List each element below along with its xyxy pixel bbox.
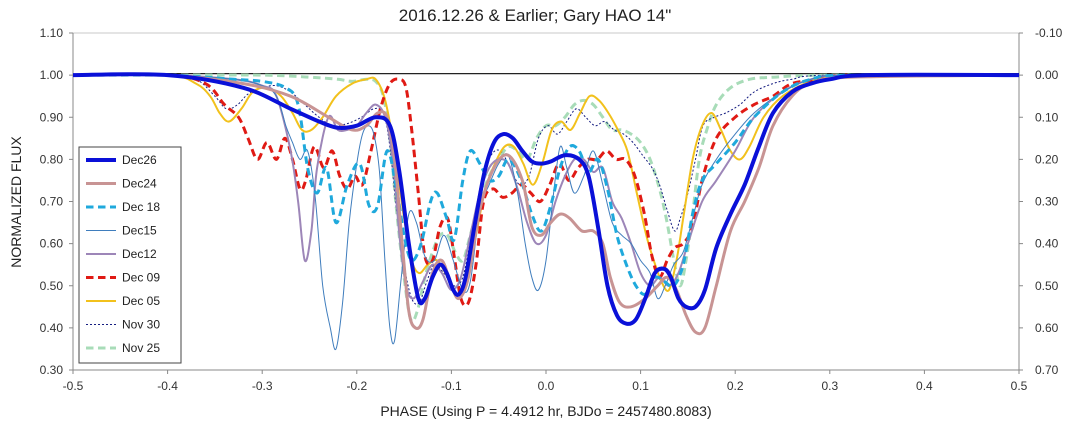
x-tick-label: 0.4: [916, 379, 933, 393]
legend-label-dec-05: Dec 05: [122, 294, 160, 308]
chart-title: 2016.12.26 & Earlier; Gary HAO 14": [399, 6, 672, 25]
series-line-dec-05: [72, 73, 1020, 296]
y2-axis-ticks: 0.70 0.60 0.50 0.40 0.30 0.20 0.10 0.00 -0.10: [1019, 26, 1063, 377]
x-axis-title: PHASE (Using P = 4.4912 hr, BJDo = 24574…: [380, 403, 711, 419]
legend-label-nov-30: Nov 30: [122, 318, 160, 332]
x-tick-label: 0.3: [821, 379, 838, 393]
y2-tick-label: 0.00: [1035, 68, 1059, 82]
legend-label-dec12: Dec12: [122, 247, 157, 261]
legend-label-dec26: Dec26: [122, 153, 157, 167]
series-line-dec-09: [72, 72, 1020, 308]
y2-tick-label: 0.50: [1035, 279, 1059, 293]
y-tick-label: 0.50: [40, 279, 64, 293]
x-tick-label: -0.4: [157, 379, 178, 393]
y2-tick-label: 0.60: [1035, 321, 1059, 335]
series-line-dec26: [72, 72, 1020, 326]
x-tick-label: 0.2: [727, 379, 744, 393]
series-line-dec24: [72, 72, 1020, 336]
y2-tick-label: 0.70: [1035, 363, 1059, 377]
x-tick-label: -0.3: [252, 379, 273, 393]
series-group: [72, 72, 1020, 351]
y-tick-label: 0.80: [40, 152, 64, 166]
y-axis-ticks: 0.30 0.40 0.50 0.60 0.70 0.80 0.90 1.00 1.10: [40, 26, 73, 377]
legend-label-dec-09: Dec 09: [122, 271, 160, 285]
y2-tick-label: 0.40: [1035, 237, 1059, 251]
y-tick-label: 0.70: [40, 195, 64, 209]
x-tick-label: -0.5: [63, 379, 84, 393]
y2-tick-label: -0.10: [1035, 26, 1063, 40]
chart-legend: Dec26 Dec24 Dec 18 Dec15 Dec12 Dec 09 Dec 05 No…: [78, 146, 182, 364]
x-tick-label: -0.1: [441, 379, 462, 393]
series-line-dec12: [72, 73, 1020, 300]
y-tick-label: 0.30: [40, 363, 64, 377]
x-axis-ticks: -0.5 -0.4 -0.3 -0.2 -0.1 0.0 0.1 0.2 0.3 0.4 0.5: [63, 370, 1028, 393]
legend-label-dec-18: Dec 18: [122, 200, 160, 214]
legend-label-nov-25: Nov 25: [122, 341, 160, 355]
series-line-dec-18: [72, 73, 1020, 296]
x-tick-label: -0.2: [346, 379, 367, 393]
x-tick-label: 0.5: [1011, 379, 1028, 393]
y2-tick-label: 0.10: [1035, 110, 1059, 124]
y-tick-label: 1.00: [40, 68, 64, 82]
x-tick-label: 0.1: [632, 379, 649, 393]
x-tick-label: 0.0: [538, 379, 555, 393]
y-axis-title: NORMALIZED FLUX: [8, 136, 24, 268]
y2-tick-label: 0.30: [1035, 195, 1059, 209]
y-tick-label: 0.60: [40, 237, 64, 251]
legend-label-dec24: Dec24: [122, 177, 157, 191]
legend-label-dec15: Dec15: [122, 224, 157, 238]
y-tick-label: 1.10: [40, 26, 64, 40]
y-tick-label: 0.40: [40, 321, 64, 335]
y2-tick-label: 0.20: [1035, 152, 1059, 166]
y-tick-label: 0.90: [40, 110, 64, 124]
